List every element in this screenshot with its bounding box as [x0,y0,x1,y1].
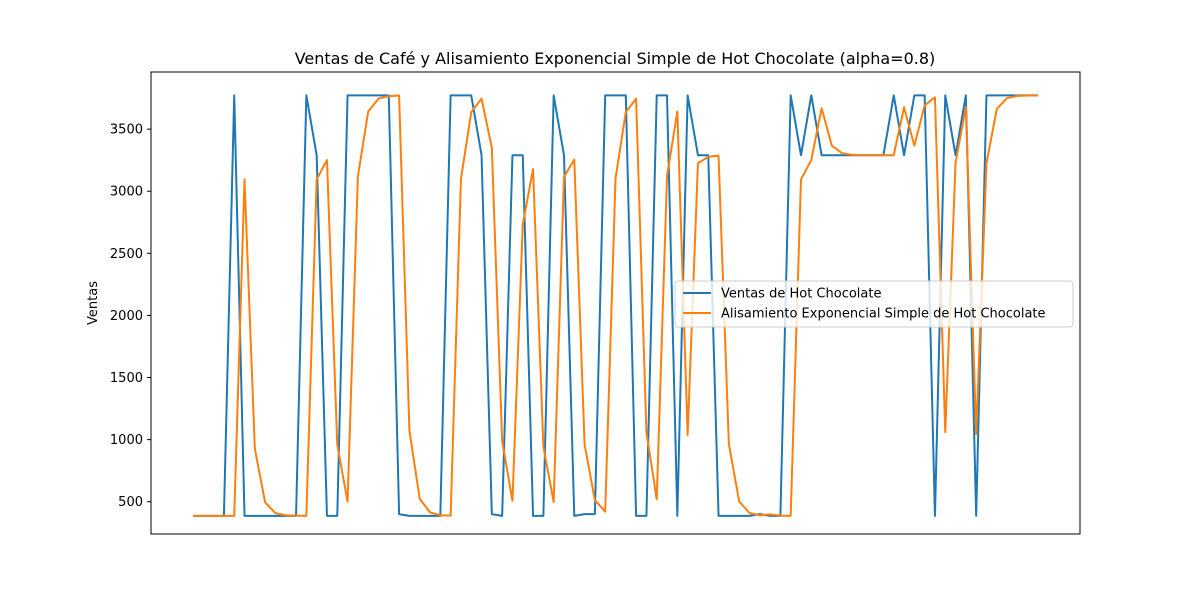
series-line-ventas [193,94,1038,517]
y-tick-label: 1500 [110,371,143,386]
legend-box [674,280,1074,328]
legend-entry-ventas: Ventas de Hot Chocolate [721,287,881,302]
y-tick-label: 3500 [110,123,143,138]
y-tick-label: 2000 [110,309,143,324]
plot-frame [150,71,1081,535]
y-axis-label: Ventas [86,281,101,325]
chart-title: Ventas de Café y Alisamiento Exponencial… [295,49,936,68]
y-tick-label: 1000 [110,433,143,448]
legend-entry-alisamiento: Alisamiento Exponencial Simple de Hot Ch… [721,307,1046,322]
y-axis: 500 1000 1500 2000 2500 3000 3500 [110,123,151,510]
legend: Ventas de Hot Chocolate Alisamiento Expon… [674,280,1074,328]
series-layer [193,94,1039,517]
y-tick-label: 3000 [110,185,143,200]
series-line-alisamiento [193,94,1039,517]
y-tick-label: 500 [118,495,143,510]
y-tick-label: 2500 [110,247,143,262]
